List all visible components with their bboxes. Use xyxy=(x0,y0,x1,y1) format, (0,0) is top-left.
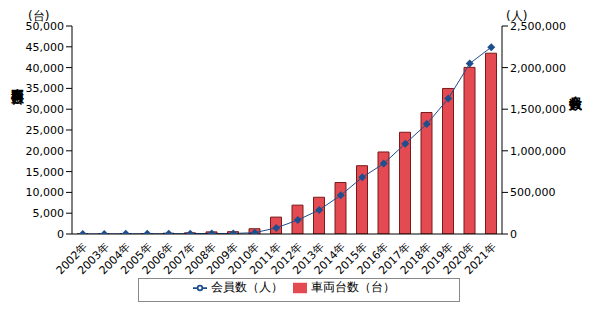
svg-text:1,500,000: 1,500,000 xyxy=(510,103,566,116)
svg-text:2018年: 2018年 xyxy=(397,240,435,278)
svg-text:500,000: 500,000 xyxy=(510,186,556,199)
svg-text:1,000,000: 1,000,000 xyxy=(510,145,566,158)
svg-text:2016年: 2016年 xyxy=(354,240,392,278)
html-text:会員数: 会員数 xyxy=(568,86,583,89)
svg-text:2,000,000: 2,000,000 xyxy=(510,62,566,75)
svg-text:2006年: 2006年 xyxy=(139,240,177,278)
svg-text:2015年: 2015年 xyxy=(333,240,370,278)
svg-text:50,000: 50,000 xyxy=(25,19,64,33)
svg-text:2013年: 2013年 xyxy=(290,240,327,278)
svg-text:2002年: 2002年 xyxy=(53,240,91,278)
svg-text:0: 0 xyxy=(57,228,64,241)
svg-text:5,000: 5,000 xyxy=(33,207,65,220)
svg-text:2010年: 2010年 xyxy=(225,240,263,278)
svg-text:2004年: 2004年 xyxy=(96,240,134,278)
svg-text:2012年: 2012年 xyxy=(268,240,306,278)
html-text:車両台数（台）: 車両台数（台） xyxy=(311,280,395,294)
svg-text:2019年: 2019年 xyxy=(419,240,456,278)
svg-text:2003年: 2003年 xyxy=(75,240,112,278)
svg-text:35,000: 35,000 xyxy=(26,82,65,95)
svg-text:2007年: 2007年 xyxy=(161,240,198,278)
svg-text:25,000: 25,000 xyxy=(26,124,65,137)
svg-text:2,500,000: 2,500,000 xyxy=(510,19,566,33)
svg-text:2020年: 2020年 xyxy=(440,240,478,278)
html-text:(台): (台) xyxy=(28,9,50,23)
svg-text:15,000: 15,000 xyxy=(26,166,65,179)
svg-text:0: 0 xyxy=(510,228,517,241)
svg-text:2008年: 2008年 xyxy=(182,240,220,278)
html-text:(人): (人) xyxy=(506,9,528,23)
svg-text:2014年: 2014年 xyxy=(311,240,349,278)
svg-text:40,000: 40,000 xyxy=(26,62,65,75)
svg-text:2021年: 2021年 xyxy=(462,240,499,277)
svg-text:2017年: 2017年 xyxy=(376,240,413,278)
svg-text:30,000: 30,000 xyxy=(26,103,65,116)
svg-text:2011年: 2011年 xyxy=(247,240,284,278)
svg-text:2005年: 2005年 xyxy=(118,240,155,278)
svg-text:2009年: 2009年 xyxy=(204,240,241,278)
html-text:会員数（人）: 会員数（人） xyxy=(211,280,283,294)
html-text:車両台数: 車両台数 xyxy=(10,78,25,82)
svg-text:45,000: 45,000 xyxy=(26,41,65,54)
svg-text:10,000: 10,000 xyxy=(26,186,65,199)
svg-text:20,000: 20,000 xyxy=(26,145,65,158)
